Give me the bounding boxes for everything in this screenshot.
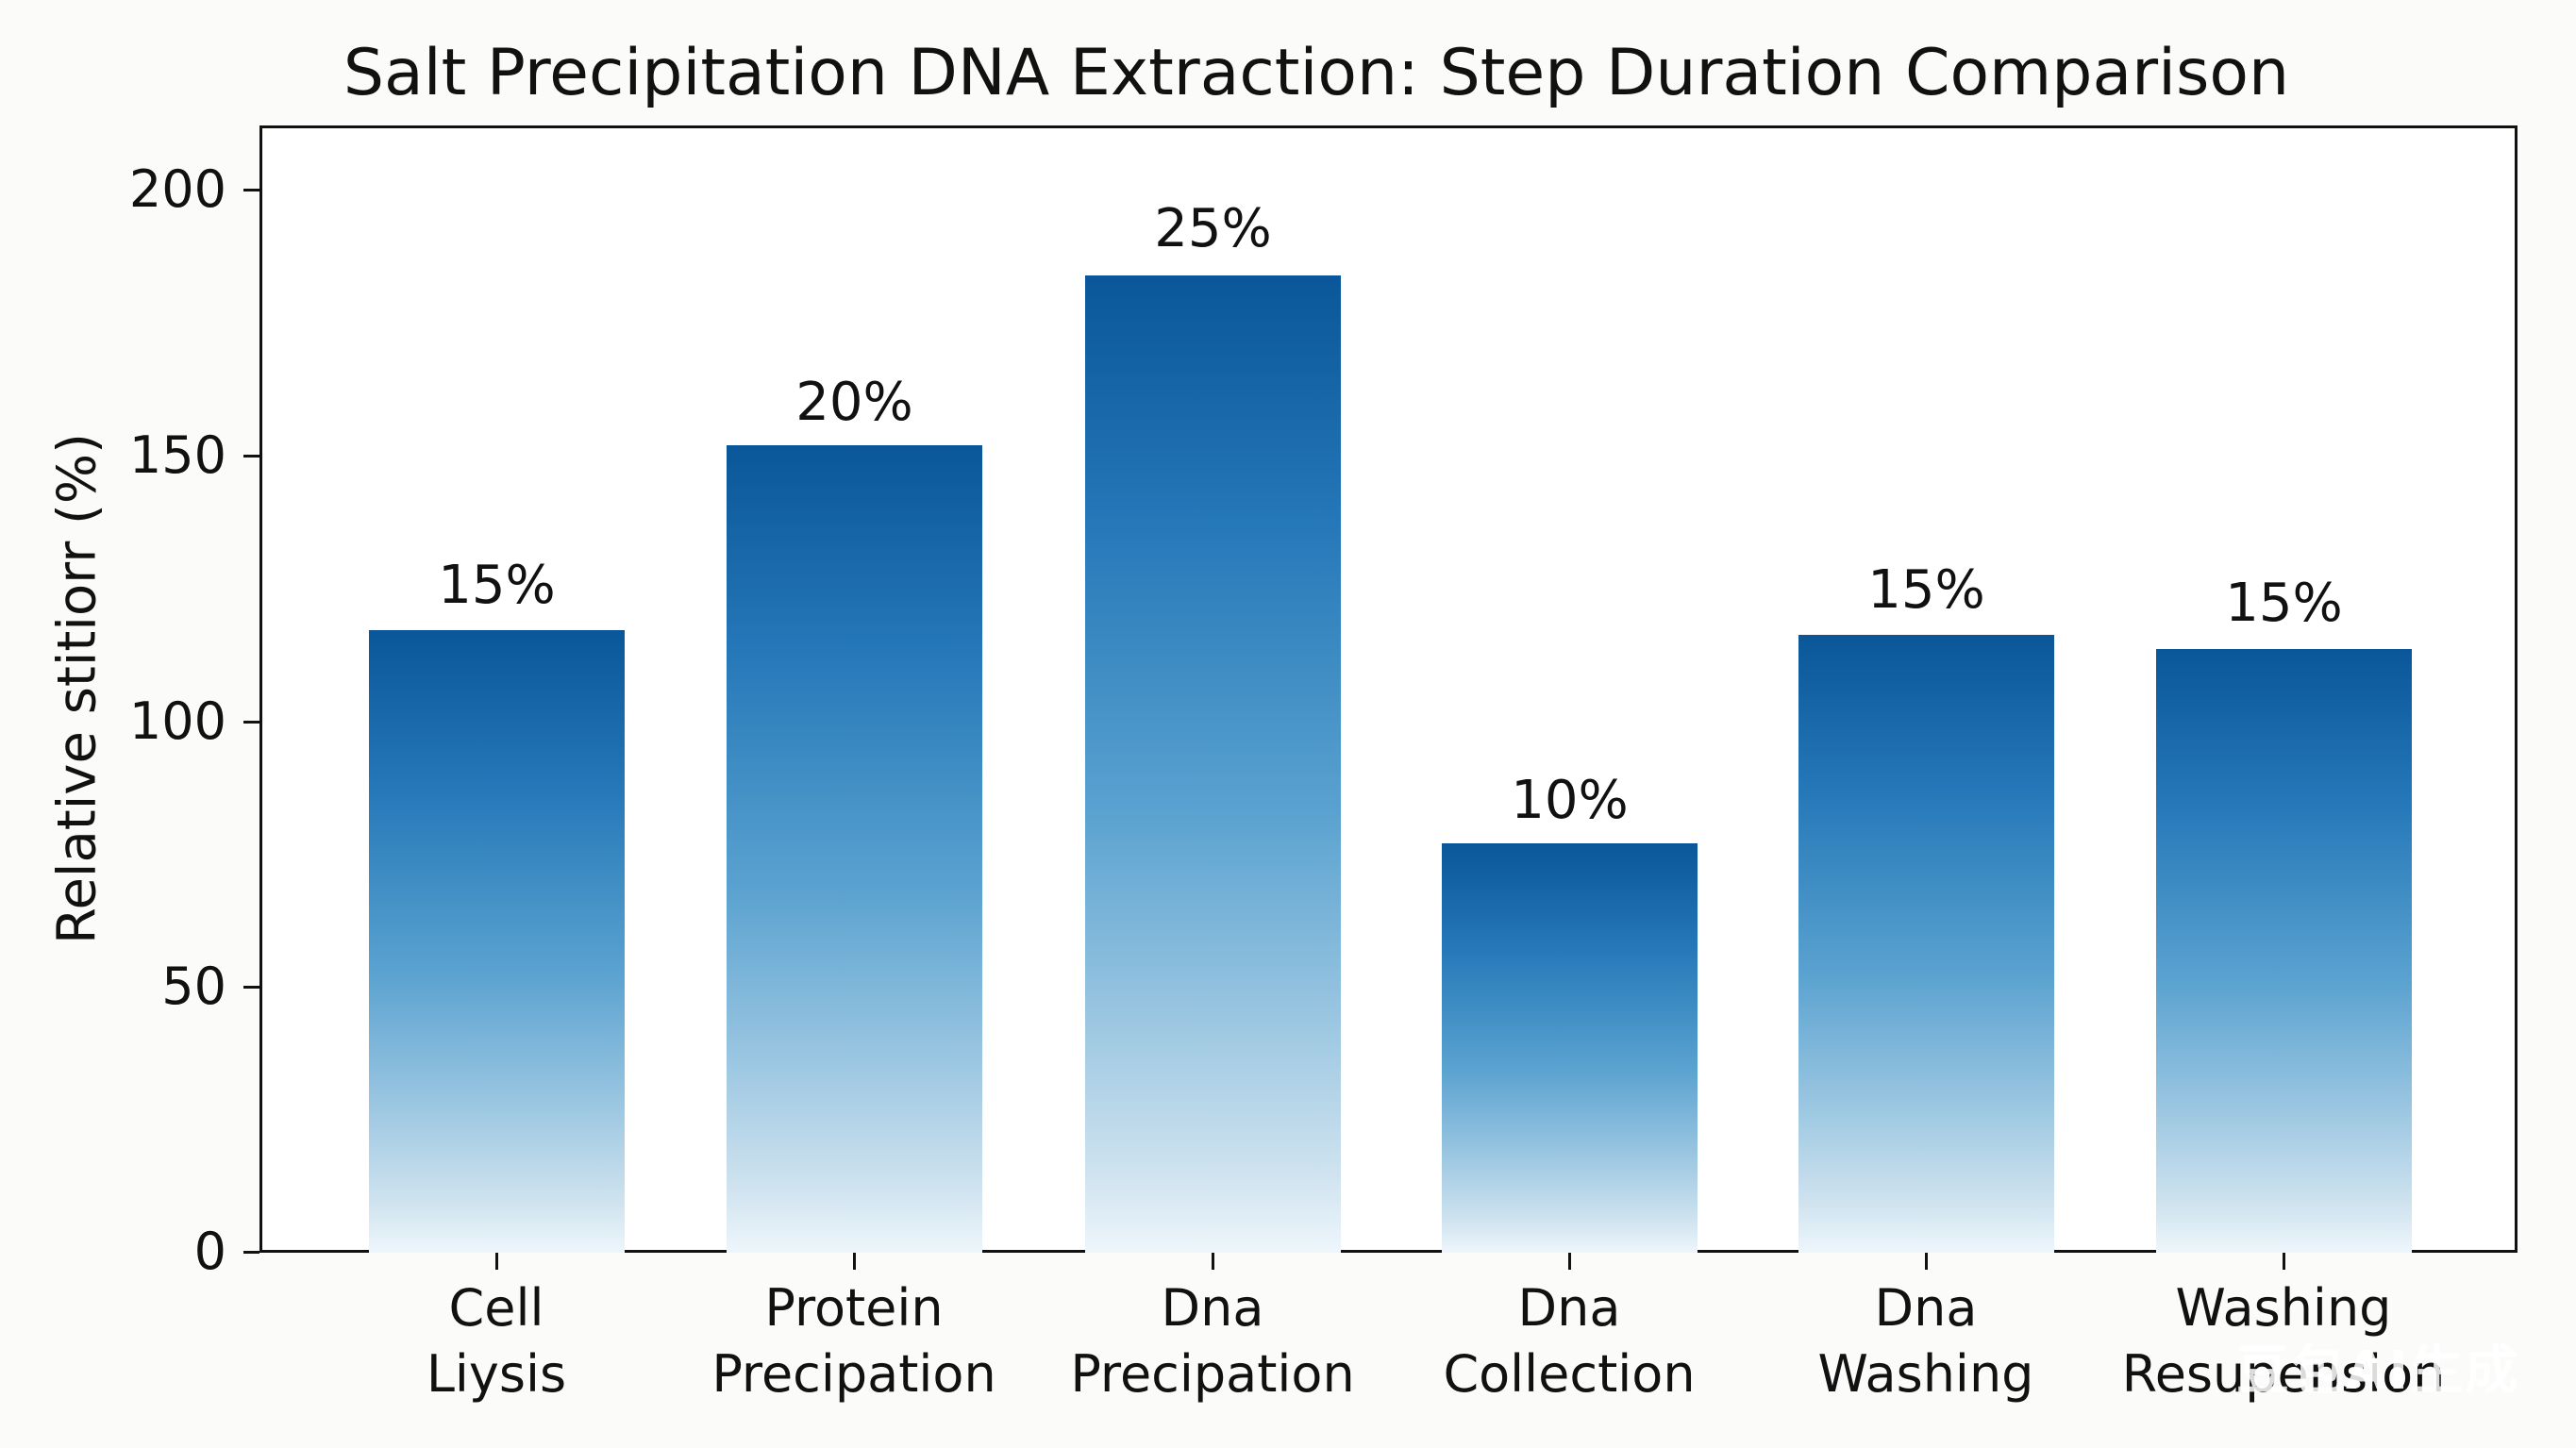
x-label-line: Washing (1817, 1344, 2034, 1404)
x-label-line: Liysis (426, 1344, 567, 1404)
y-tick (243, 986, 259, 989)
bar-dna-precipation (1085, 275, 1341, 1253)
x-tick-label-cell-liysis: Cell Liysis (298, 1275, 694, 1407)
bar-dna-collection (1442, 843, 1698, 1253)
bar-value-label: 20% (795, 372, 913, 433)
y-axis-title: Relative stitiorr (%) (46, 433, 109, 944)
bar-washing-resupension (2156, 649, 2412, 1253)
y-tick (243, 1251, 259, 1254)
x-label-line: Protein (764, 1278, 944, 1338)
x-tick-label-dna-precipation: Dna Precipation (1014, 1275, 1411, 1407)
chart-title: Salt Precipitation DNA Extraction: Step … (343, 36, 2290, 110)
x-label-line: Resupension (2121, 1344, 2446, 1404)
bar-dna-washing (1798, 635, 2054, 1253)
bar-value-label: 15% (1867, 559, 1985, 621)
x-label-line: Cell (448, 1278, 544, 1338)
x-tick (495, 1253, 498, 1270)
x-label-line: Dna (1517, 1278, 1621, 1338)
y-tick (243, 721, 259, 724)
y-tick (243, 455, 259, 458)
x-label-line: Collection (1443, 1344, 1696, 1404)
x-tick (1925, 1253, 1928, 1270)
x-label-line: Precipation (711, 1344, 996, 1404)
x-tick-label-protein-precipation: Protein Precipation (656, 1275, 1052, 1407)
x-tick (2283, 1253, 2285, 1270)
watermark: 豆包AI生成 (2236, 1340, 2520, 1402)
x-tick-label-washing-resupension: Washing Resupension (2085, 1275, 2482, 1407)
plot-area (259, 125, 2517, 1253)
y-tick-label: 0 (193, 1222, 226, 1281)
x-tick-label-dna-washing: Dna Washing (1728, 1275, 2124, 1407)
bar-protein-precipation (727, 445, 982, 1253)
y-tick (243, 189, 259, 191)
y-tick-label: 100 (128, 691, 226, 751)
bar-value-label: 15% (2225, 573, 2343, 634)
x-tick-label-dna-collection: Dna Collection (1371, 1275, 1767, 1407)
y-tick-label: 200 (128, 159, 226, 219)
bar-value-label: 25% (1154, 198, 1272, 259)
x-tick (1568, 1253, 1571, 1270)
y-tick-label: 50 (161, 957, 226, 1016)
bar-value-label: 10% (1511, 770, 1629, 831)
x-tick (853, 1253, 856, 1270)
x-label-line: Precipation (1070, 1344, 1355, 1404)
x-label-line: Washing (2175, 1278, 2392, 1338)
x-tick (1212, 1253, 1214, 1270)
x-label-line: Dna (1161, 1278, 1264, 1338)
bar-value-label: 15% (438, 555, 556, 616)
y-tick-label: 150 (128, 425, 226, 485)
bar-cell-liysis (369, 630, 625, 1253)
x-label-line: Dna (1874, 1278, 1978, 1338)
